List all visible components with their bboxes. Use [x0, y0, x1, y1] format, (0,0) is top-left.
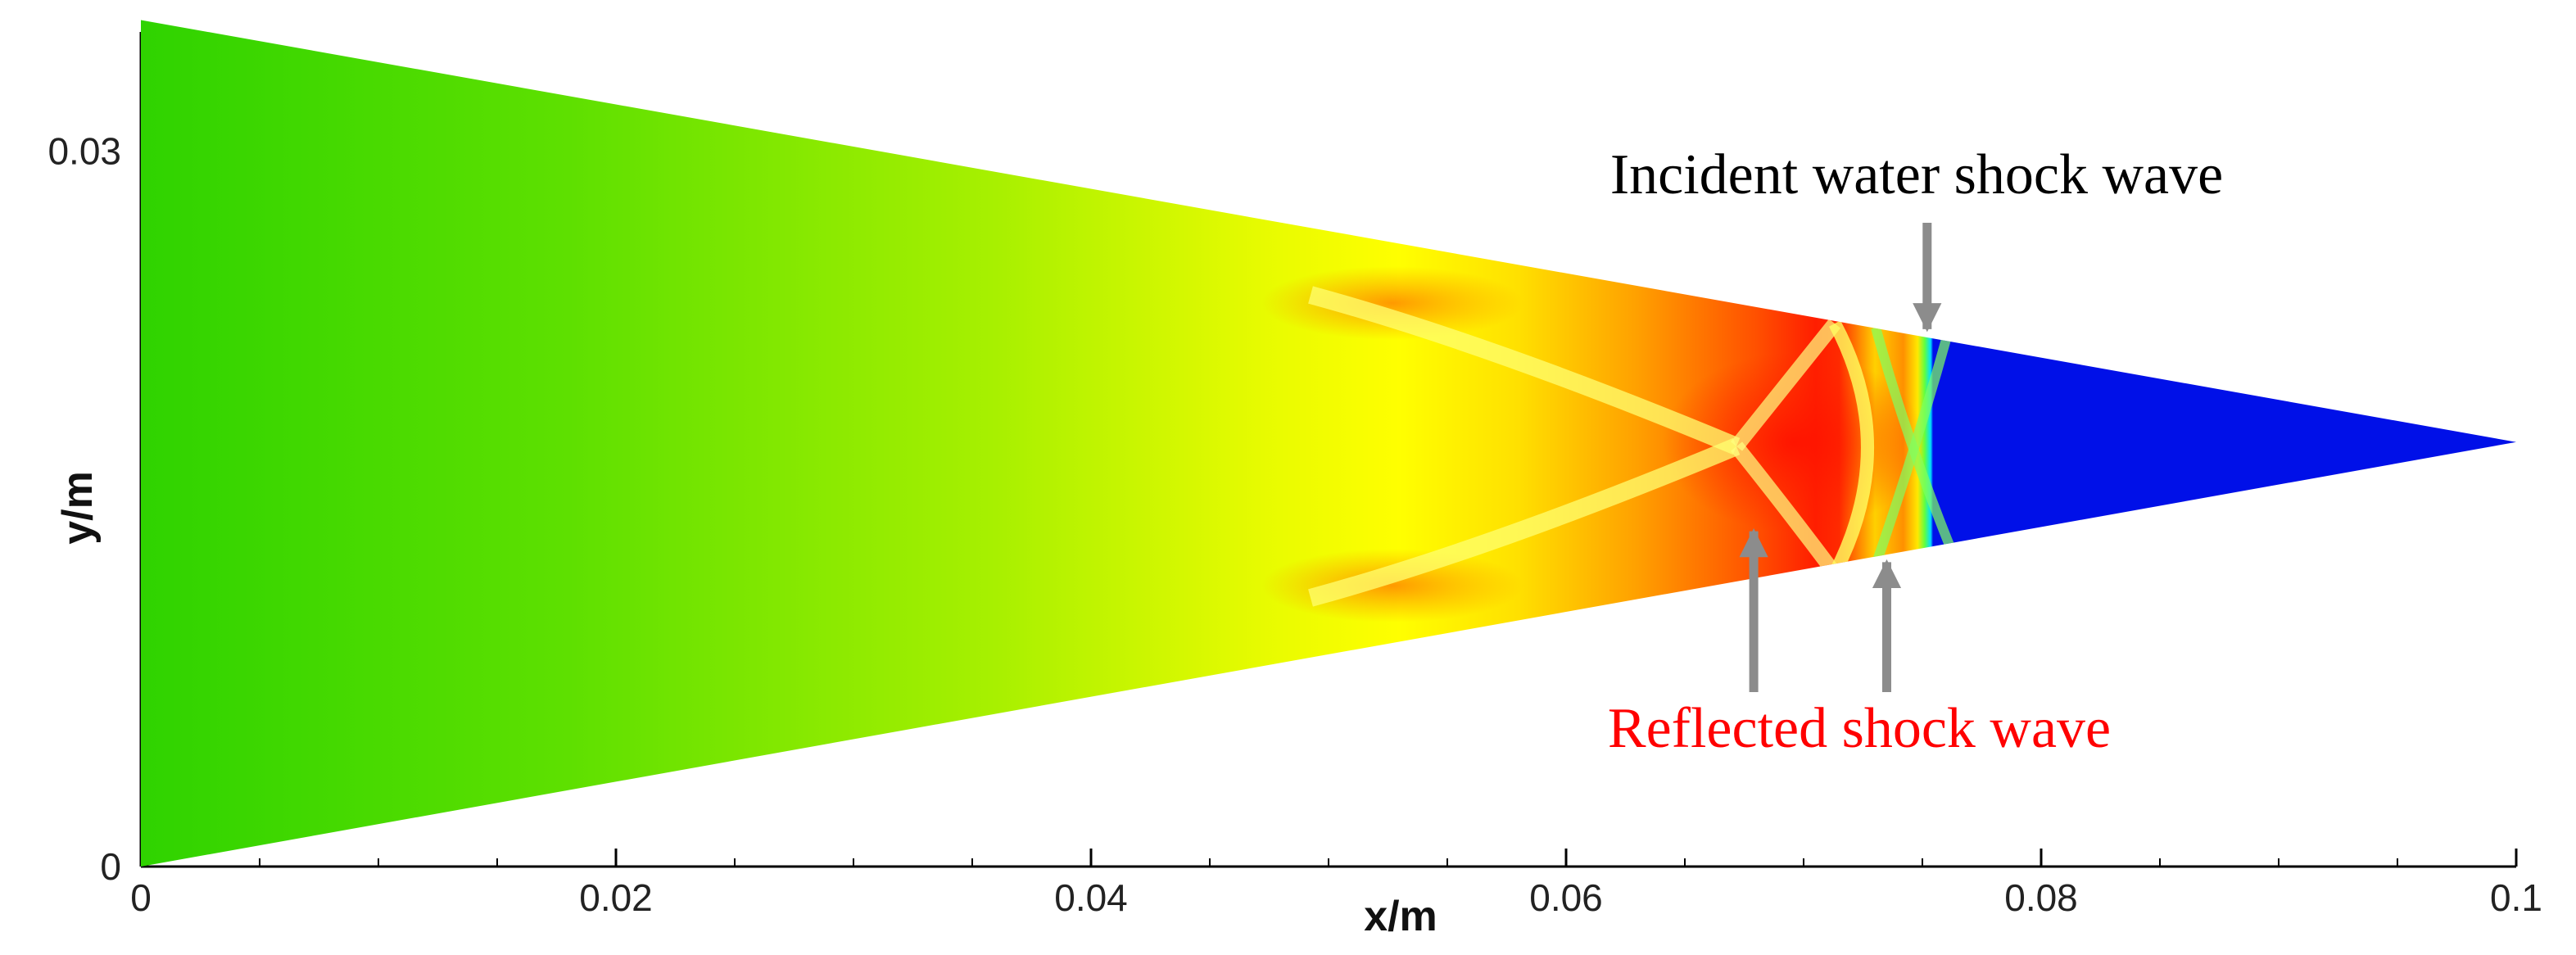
contour-field: [141, 20, 2516, 867]
reflected-shock-front: [1828, 320, 1874, 577]
y-tick-label: 0.03: [48, 130, 121, 173]
wedge-domain: [141, 20, 2516, 867]
y-tick-label: 0: [100, 845, 121, 888]
shock-ridge-lower-2: [1730, 441, 1841, 578]
x-tick-label: 0.04: [1054, 876, 1128, 919]
axes: 0 0.02 0.04 0.06 0.08 0.1 0 0.03 x/m y/m: [48, 31, 2542, 940]
shock-ridge-lower-1: [1308, 437, 1741, 607]
x-tick-label: 0.1: [2490, 876, 2542, 919]
x-axis-title: x/m: [1364, 893, 1437, 940]
x-tick-label: 0.06: [1529, 876, 1603, 919]
x-tick-label: 0: [130, 876, 152, 919]
reflected-shock-label: Reflected shock wave: [1608, 697, 2111, 760]
x-tick-label: 0.02: [579, 876, 653, 919]
lower-compression-lobe: [1261, 549, 1523, 622]
shock-ridge-upper-2: [1730, 319, 1841, 451]
reflected-shock-cross-b: [1871, 326, 1954, 567]
y-axis-title: y/m: [54, 471, 102, 545]
shock-ridge-upper-1: [1308, 286, 1741, 455]
incident-shock-label: Incident water shock wave: [1610, 143, 2223, 206]
upper-compression-lobe: [1261, 266, 1523, 340]
x-tick-label: 0.08: [2004, 876, 2078, 919]
shock-structure: [1261, 266, 1963, 622]
annotations: Incident water shock wave Reflected shoc…: [1608, 143, 2223, 760]
